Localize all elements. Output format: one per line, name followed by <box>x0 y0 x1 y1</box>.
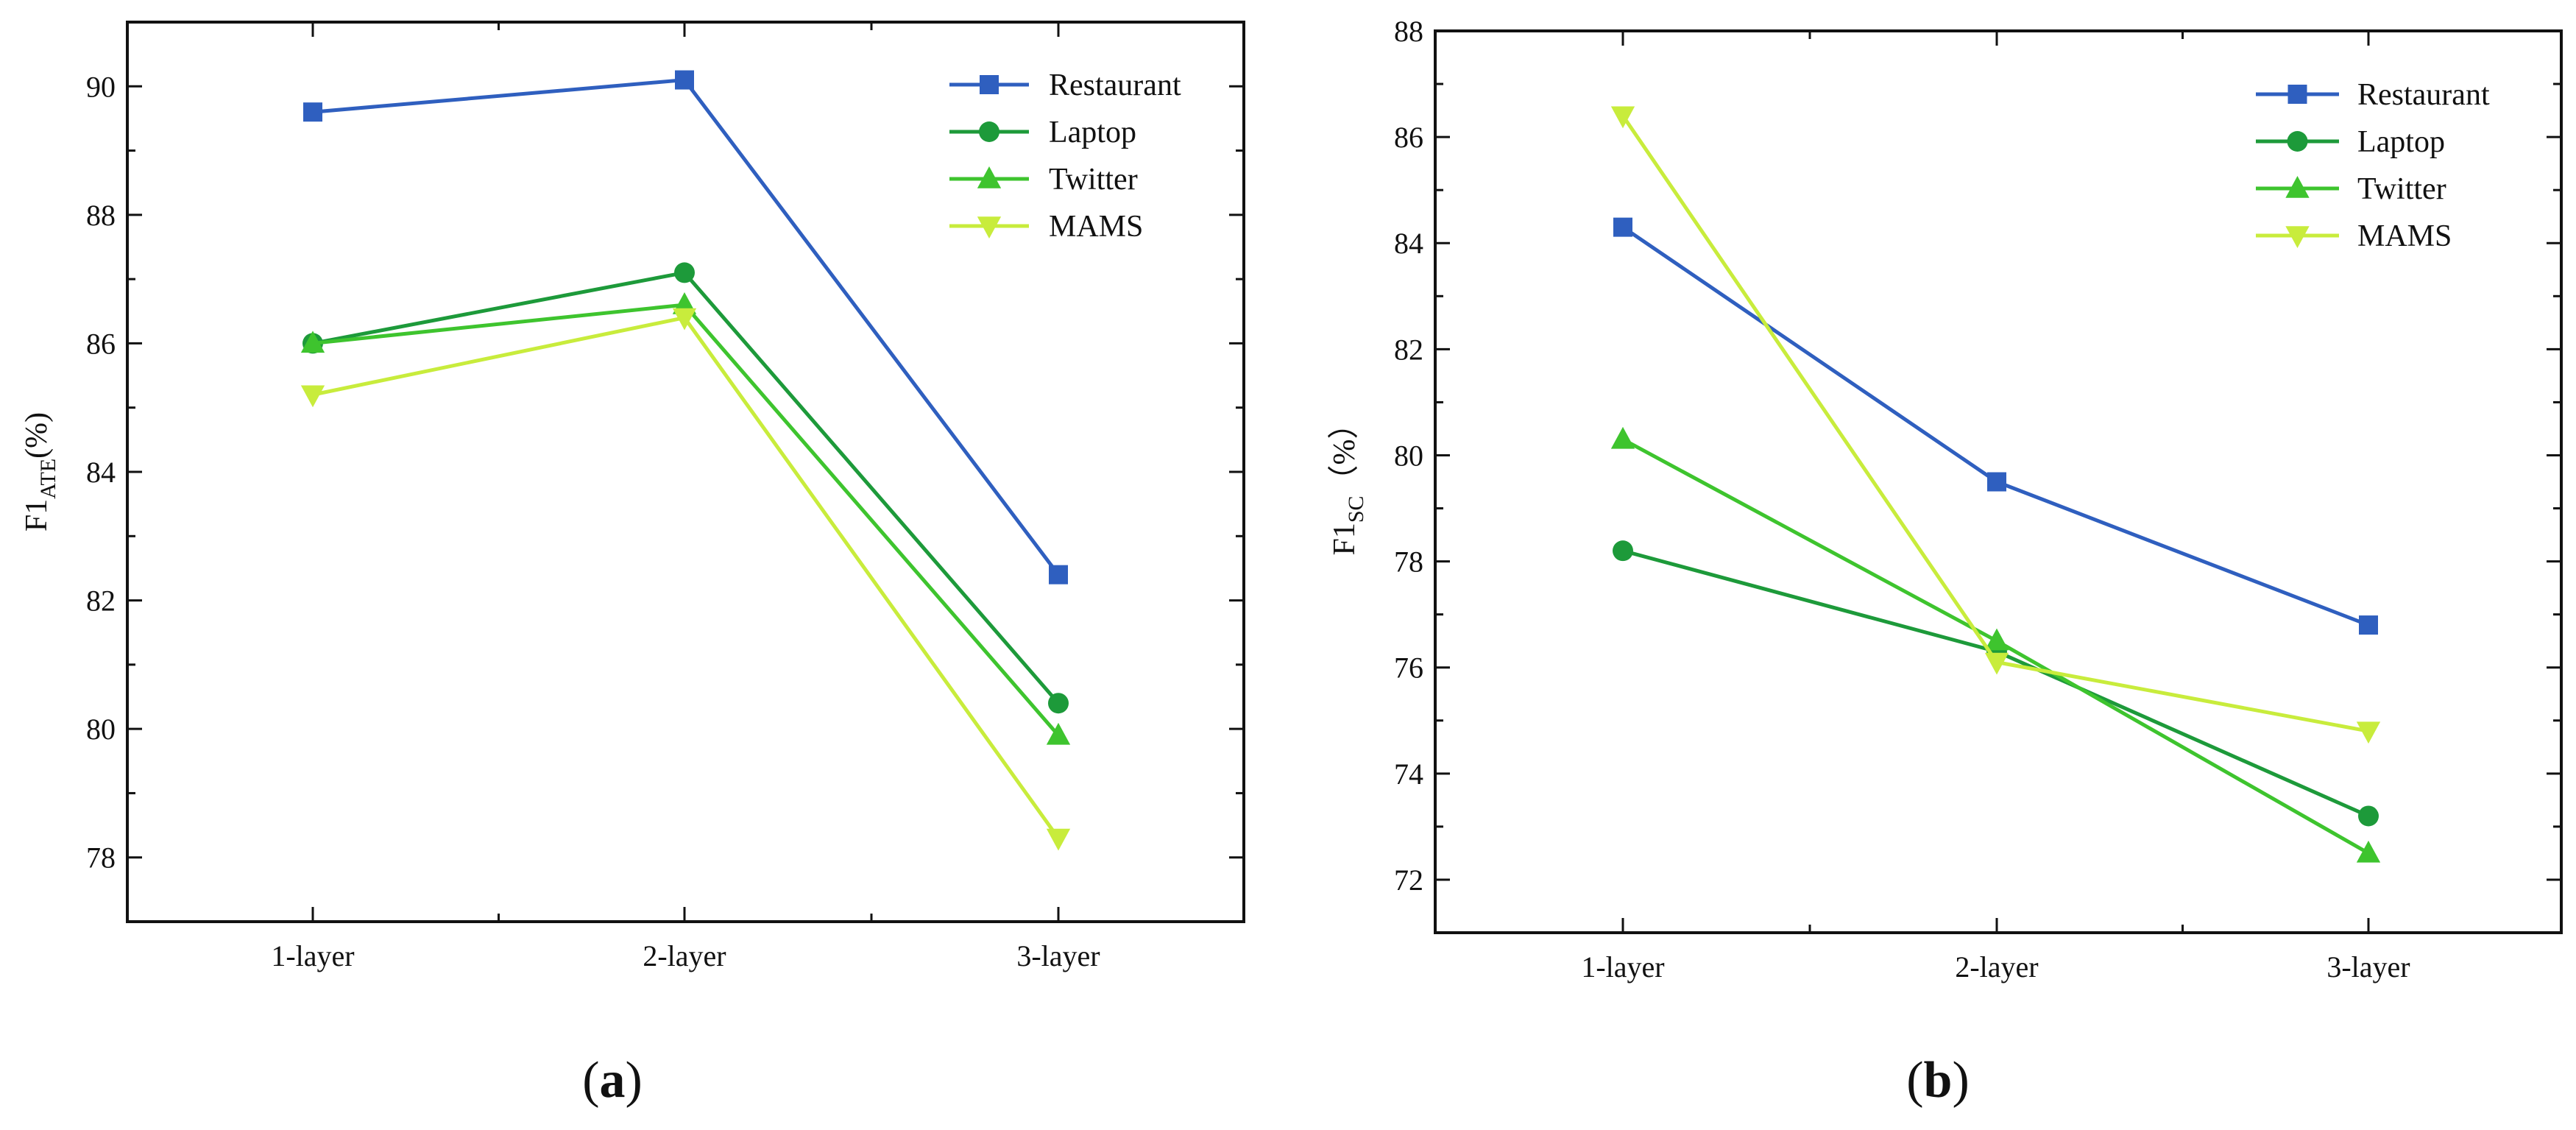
panel-a-x-tick-label-1-layer: 1-layer <box>271 939 354 972</box>
panel-b-legend: Restaurant Laptop Twitter MAMS <box>2256 78 2490 253</box>
panel-a-y-axis-label: F1ATE(%) <box>20 412 60 532</box>
panel-b-plot-frame <box>1434 29 2563 934</box>
panel-b-x-tick-label-3-layer: 3-layer <box>2326 950 2410 984</box>
panel-b-x-tick-label-2-layer: 2-layer <box>1955 950 2038 984</box>
panel-b-legend-label-laptop: Laptop <box>2357 125 2445 159</box>
panel-a-point-mams-1-layer <box>300 385 325 408</box>
panel-b-point-twitter-1-layer <box>1610 426 1635 449</box>
panel-a-y-tick-label-82: 82 <box>86 585 116 618</box>
panel-b-y-tick-label-74: 74 <box>1394 758 1423 791</box>
panel-b-point-twitter-3-layer <box>2356 840 2381 863</box>
panel-a-legend-marker-restaurant <box>980 75 999 94</box>
panel-a-chart: 78 80 82 84 86 88 90 1-layer 2-layer 3-layer F1ATE… <box>20 21 1245 972</box>
panel-b-point-laptop-3-layer <box>2358 805 2379 827</box>
panel-b-y-tick-label-72: 72 <box>1394 864 1423 897</box>
panel-b-legend-label-restaurant: Restaurant <box>2357 78 2490 112</box>
panel-a-point-mams-3-layer <box>1046 828 1071 851</box>
panel-a-y-tick-label-80: 80 <box>86 713 116 746</box>
panel-b-y-tick-label-80: 80 <box>1394 439 1423 472</box>
panel-b-line-restaurant <box>1621 225 2369 627</box>
panel-a-series-laptop <box>302 262 1069 714</box>
panel-b-caption-letter: b <box>1924 1052 1953 1109</box>
panel-a-point-restaurant-3-layer <box>1049 565 1068 585</box>
panel-b-series-mams <box>1610 106 2381 744</box>
panel-a-legend-marker-twitter <box>977 166 1002 188</box>
panel-a-point-restaurant-1-layer <box>303 102 322 122</box>
panel-b-point-restaurant-3-layer <box>2359 615 2378 635</box>
panel-b-y-tick-label-76: 76 <box>1394 651 1423 685</box>
panel-b-y-tick-label-84: 84 <box>1394 227 1423 260</box>
panel-a-legend-label-laptop: Laptop <box>1049 116 1136 149</box>
panel-a-point-mams-2-layer <box>672 308 697 331</box>
panel-a-point-restaurant-2-layer <box>675 70 694 90</box>
panel-b-series-restaurant <box>1613 217 2378 635</box>
panel-b-y-tick-label-82: 82 <box>1394 333 1423 366</box>
panel-a-line-mams <box>312 316 1061 839</box>
panel-b-legend-label-mams: MAMS <box>2357 219 2452 253</box>
panel-b-point-restaurant-1-layer <box>1613 217 1632 237</box>
panel-a-legend-label-twitter: Twitter <box>1049 163 1138 197</box>
panel-a-y-tick-label-86: 86 <box>86 327 116 360</box>
panel-a-y-tick-label-84: 84 <box>86 456 116 489</box>
panel-a-caption: (a) <box>582 1052 643 1109</box>
panel-a-y-tick-label-88: 88 <box>86 199 116 232</box>
panel-a-legend-marker-mams <box>977 216 1002 239</box>
panel-a-line-laptop <box>312 270 1060 705</box>
panel-b-point-mams-1-layer <box>1610 106 1635 129</box>
panel-a-point-laptop-2-layer <box>674 262 695 283</box>
panel-b-y-tick-label-86: 86 <box>1394 121 1423 154</box>
panel-a-legend-label-restaurant: Restaurant <box>1049 68 1181 102</box>
panel-a-caption-letter: a <box>600 1052 626 1109</box>
panel-b-legend-marker-restaurant <box>2287 85 2307 104</box>
panel-b-line-laptop <box>1622 548 2370 818</box>
panel-a-y-tick-label-90: 90 <box>86 70 116 103</box>
panel-a-legend-label-mams: MAMS <box>1049 210 1143 244</box>
panel-a-series-mams <box>300 308 1071 851</box>
panel-b-y-tick-label-78: 78 <box>1394 545 1423 579</box>
panel-b-point-mams-3-layer <box>2356 721 2381 744</box>
panel-b-legend-label-twitter: Twitter <box>2357 172 2446 206</box>
panel-a-legend: Restaurant Laptop Twitter MAMS <box>949 68 1181 244</box>
panel-b-x-tick-label-1-layer: 1-layer <box>1581 950 1664 984</box>
panel-a-x-tick-label-2-layer: 2-layer <box>643 939 726 972</box>
panel-b-caption: (b) <box>1906 1052 1970 1109</box>
panel-a-point-laptop-3-layer <box>1048 693 1069 714</box>
panel-a-y-tick-label-78: 78 <box>86 841 116 875</box>
panel-b-legend-marker-twitter <box>2285 176 2310 198</box>
panel-b-series-twitter <box>1610 426 2381 863</box>
panel-a-point-twitter-3-layer <box>1046 722 1071 745</box>
panel-a-line-twitter <box>312 303 1060 737</box>
panel-a-point-twitter-1-layer <box>300 331 325 353</box>
panel-b-y-axis-label: F1SC（%） <box>1328 408 1368 555</box>
panel-a-x-tick-label-3-layer: 3-layer <box>1016 939 1100 972</box>
panel-a-series-restaurant <box>303 70 1068 585</box>
panel-b-point-mams-2-layer <box>1984 652 2009 675</box>
panel-a-plot-frame <box>126 21 1245 923</box>
panel-a-legend-marker-laptop <box>979 121 999 142</box>
panel-b-point-twitter-2-layer <box>1984 628 2009 651</box>
panel-b-point-laptop-1-layer <box>1613 540 1633 562</box>
panel-b-legend-marker-laptop <box>2287 131 2308 152</box>
panel-b-point-restaurant-2-layer <box>1987 472 2006 492</box>
panel-b-y-tick-label-88: 88 <box>1394 15 1423 48</box>
panel-a-series-twitter <box>300 292 1071 745</box>
panel-b-legend-marker-mams <box>2285 226 2310 248</box>
panel-b-chart: 72 74 76 78 80 82 84 86 88 1-layer 2-layer 3-layer F… <box>1328 15 2563 984</box>
